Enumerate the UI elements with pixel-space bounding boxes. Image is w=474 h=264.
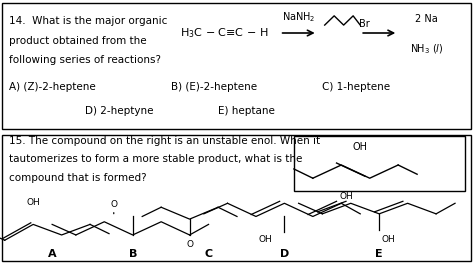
Text: OH: OH [339, 192, 353, 201]
Text: B: B [128, 249, 137, 259]
Text: O: O [110, 200, 117, 209]
Text: OH: OH [382, 235, 396, 244]
Text: A: A [48, 249, 56, 259]
Text: NaNH$_2$: NaNH$_2$ [282, 10, 315, 24]
Text: NH$_3$ ($l$): NH$_3$ ($l$) [410, 42, 443, 56]
Text: 14.  What is the major organic: 14. What is the major organic [9, 16, 168, 26]
Text: O: O [186, 240, 193, 249]
Text: D) 2-heptyne: D) 2-heptyne [85, 106, 154, 116]
Text: C: C [204, 249, 213, 259]
Text: B) (E)-2-heptene: B) (E)-2-heptene [171, 82, 257, 92]
Bar [294, 136, 465, 191]
Text: Br: Br [359, 19, 370, 29]
Text: 2 Na: 2 Na [415, 14, 438, 24]
Text: OH: OH [353, 142, 368, 152]
Text: following series of reactions?: following series of reactions? [9, 55, 162, 65]
Text: OH: OH [26, 198, 40, 207]
Text: E: E [375, 249, 383, 259]
Text: H$_3$C $-$ C≡C $-$ H: H$_3$C $-$ C≡C $-$ H [180, 26, 269, 40]
Text: D: D [280, 249, 289, 259]
Text: product obtained from the: product obtained from the [9, 36, 147, 46]
Text: tautomerizes to form a more stable product, what is the: tautomerizes to form a more stable produ… [9, 154, 303, 164]
Text: C) 1-heptene: C) 1-heptene [322, 82, 391, 92]
Text: 15. The compound on the right is an unstable enol. When it: 15. The compound on the right is an unst… [9, 136, 320, 146]
Text: A) (Z)-2-heptene: A) (Z)-2-heptene [9, 82, 96, 92]
Text: E) heptane: E) heptane [218, 106, 275, 116]
Text: OH: OH [258, 235, 273, 244]
Text: compound that is formed?: compound that is formed? [9, 173, 147, 183]
